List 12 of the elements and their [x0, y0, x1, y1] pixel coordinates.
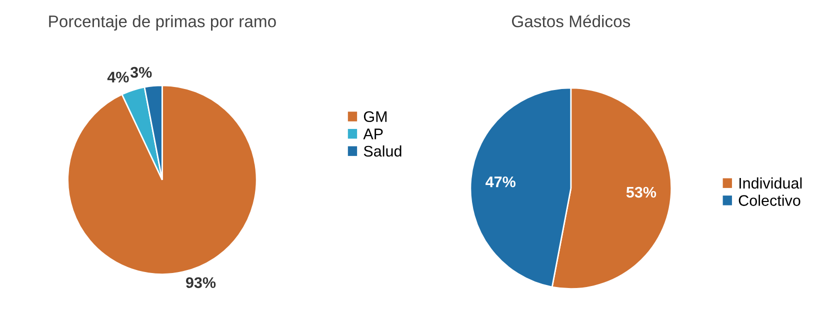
chart-title: Gastos Médicos	[512, 14, 630, 28]
data-label: 47%	[486, 176, 516, 188]
data-label: 93%	[186, 277, 216, 288]
chart-title: Porcentaje de primas por ramo	[49, 15, 276, 31]
legend-label: AP	[363, 128, 383, 140]
data-label: 3%	[130, 66, 152, 78]
legend-label: Individual	[739, 177, 802, 189]
legend-label: GM	[364, 111, 387, 122]
legend-label: Colectivo	[738, 194, 800, 206]
legend-label: Salud	[364, 145, 402, 157]
data-label: 4%	[107, 72, 129, 82]
data-label: 53%	[626, 186, 656, 198]
